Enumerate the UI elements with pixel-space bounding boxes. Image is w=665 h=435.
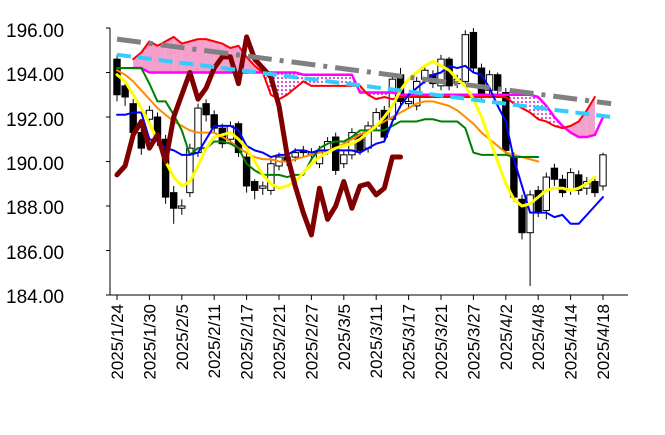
- candle: [599, 152, 607, 191]
- candle-body: [566, 172, 575, 191]
- y-axis-labels: 196.00 194.00 192.00 190.00 188.00 186.0…: [6, 21, 64, 308]
- candle-body: [340, 154, 348, 165]
- x-tick-label: 2025/3/27: [464, 304, 483, 380]
- candle: [404, 96, 413, 109]
- candle-body: [591, 181, 599, 194]
- indicator-series-line: [114, 34, 403, 238]
- y-tick-label: 186.00: [6, 243, 64, 264]
- ichimoku-cloud: [133, 36, 595, 138]
- candle: [461, 30, 470, 84]
- x-tick-label: 2025/3/21: [432, 304, 451, 380]
- x-tick-label: 2025/4/14: [562, 304, 581, 380]
- candle: [259, 181, 267, 195]
- x-tick-label: 2025/2/11: [205, 304, 224, 378]
- candle-body: [461, 34, 470, 82]
- y-tick-label: 194.00: [6, 65, 64, 86]
- candle-body: [242, 156, 251, 187]
- candle: [591, 177, 599, 198]
- candle-body: [526, 194, 534, 234]
- cloud-segment: [165, 36, 174, 73]
- cloud-segment: [279, 72, 288, 100]
- x-tick-label: 2025/2/21: [270, 304, 289, 380]
- cloud-segment: [578, 110, 587, 138]
- y-tick-label: 188.00: [6, 198, 64, 219]
- trend-line: [116, 52, 612, 119]
- candle: [210, 110, 218, 133]
- candle-body: [121, 85, 129, 98]
- cloud-segment: [189, 39, 198, 73]
- x-tick-label: 2025/3/11: [367, 304, 386, 378]
- candle: [170, 185, 178, 224]
- x-tick-label: 2025/2/17: [238, 304, 257, 380]
- candle-body: [210, 114, 218, 129]
- x-tick-label: 2025/3/5: [335, 304, 354, 370]
- candle: [469, 28, 478, 73]
- candle-body: [251, 181, 259, 191]
- x-tick-label: 2025/2/5: [173, 304, 192, 370]
- y-tick-label: 196.00: [6, 21, 64, 42]
- candle-body: [599, 154, 607, 187]
- x-tick-label: 2025/4/2: [497, 304, 516, 370]
- x-tick-label: 2025/4/18: [594, 304, 613, 380]
- cloud-segment: [206, 39, 215, 73]
- candle-body: [550, 167, 559, 180]
- cloud-segment: [376, 92, 385, 100]
- candle: [267, 159, 275, 195]
- candle: [121, 83, 129, 106]
- candle-body: [291, 152, 299, 158]
- x-tick-label: 2025/3/17: [400, 304, 419, 380]
- x-axis-ticks: 2025/1/24 2025/1/30 2025/2/5 2025/2/11 2025/…: [108, 295, 613, 380]
- candle: [558, 174, 567, 198]
- y-tick-label: 184.00: [6, 287, 64, 308]
- cloud-segment: [157, 41, 166, 73]
- candle-body: [332, 136, 340, 171]
- candle: [242, 152, 251, 193]
- x-tick-label: 2025/1/30: [140, 304, 159, 380]
- candle: [550, 163, 559, 186]
- cloud-segment: [149, 41, 158, 73]
- candle-body: [510, 156, 518, 198]
- candle-body: [178, 205, 186, 209]
- candle-body: [259, 185, 267, 189]
- candle-body: [518, 198, 526, 234]
- candle: [518, 194, 526, 240]
- candle: [202, 99, 210, 122]
- candle: [340, 150, 348, 169]
- candle: [332, 132, 340, 175]
- indicator-series-line: [116, 67, 540, 179]
- x-tick-label: 2025/4/8: [529, 304, 548, 370]
- candle: [575, 170, 583, 195]
- x-tick-label: 2025/2/27: [302, 304, 321, 380]
- candle-body: [170, 192, 178, 209]
- candle: [526, 190, 534, 287]
- candle-body: [267, 163, 275, 191]
- trend-line: [116, 36, 612, 107]
- cloud-segment: [546, 105, 555, 126]
- candle: [178, 199, 186, 215]
- candle-body: [202, 103, 210, 116]
- cloud-segment: [246, 56, 255, 73]
- candle-body: [575, 174, 583, 191]
- candle: [251, 179, 259, 200]
- indicator-lines: [114, 34, 612, 238]
- y-tick-label: 192.00: [6, 110, 64, 131]
- candle-body: [194, 107, 202, 154]
- candle-body: [186, 147, 194, 194]
- indicator-series-line: [115, 59, 597, 208]
- y-tick-label: 190.00: [6, 154, 64, 175]
- candle-body: [404, 100, 413, 105]
- candle-body: [558, 178, 567, 194]
- indicator-series-line: [116, 64, 604, 225]
- candle-body: [469, 31, 478, 69]
- y-axis-ticks: [106, 27, 110, 296]
- x-tick-label: 2025/1/24: [108, 304, 127, 380]
- candle-body: [477, 67, 486, 98]
- cloud-segment: [319, 74, 328, 86]
